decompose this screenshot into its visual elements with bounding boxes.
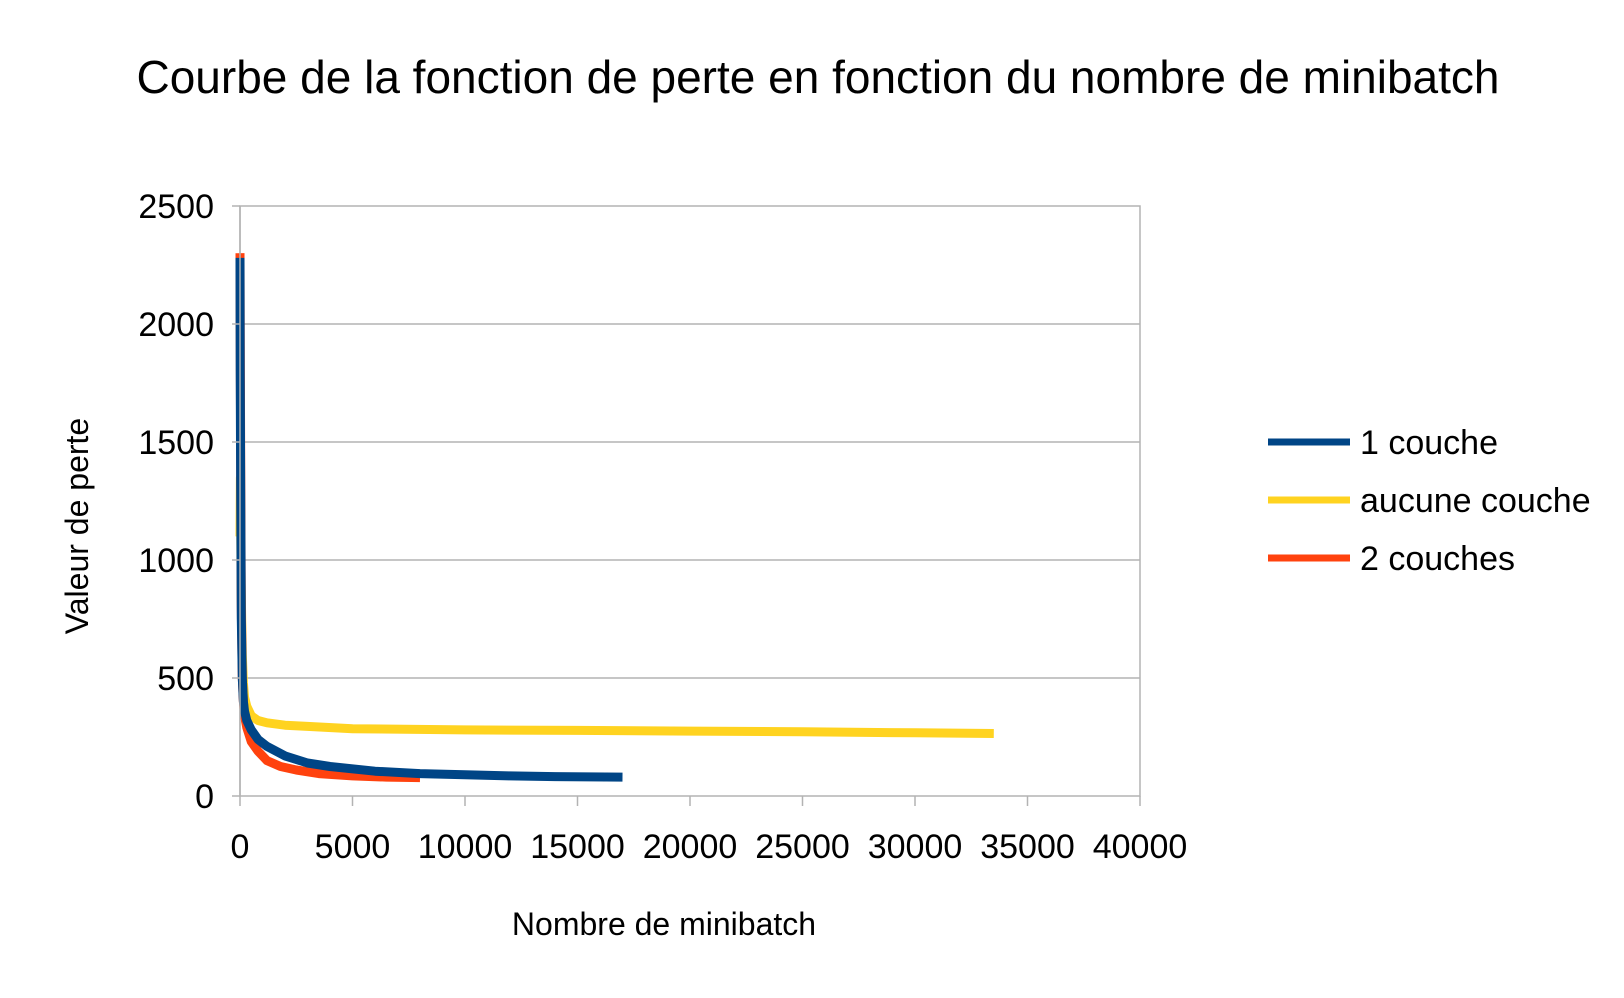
x-tick-label-35000: 35000	[980, 828, 1075, 866]
x-tick-label-15000: 15000	[530, 828, 625, 866]
plot-area	[235, 205, 1141, 797]
y-tick-label-500: 500	[157, 660, 214, 698]
series-line-1-couche	[235, 257, 623, 782]
y-axis-label: Valeur de perte	[59, 418, 95, 634]
legend-label-2-couches: 2 couches	[1360, 540, 1515, 578]
y-tick-label-2500: 2500	[138, 188, 214, 226]
plot-frame	[239, 205, 1141, 797]
x-tick-label-25000: 25000	[755, 828, 850, 866]
chart-title: Courbe de la fonction de perte en foncti…	[137, 51, 1500, 103]
series-lines	[235, 253, 994, 783]
legend-label-1-couche: 1 couche	[1360, 424, 1498, 462]
x-tick-label-0: 0	[231, 828, 250, 866]
y-tick-label-1500: 1500	[138, 424, 214, 462]
legend: 1 couche aucune couche 2 couches	[1268, 424, 1591, 578]
series-line-2-couches	[235, 253, 421, 783]
legend-label-aucune-couche: aucune couche	[1360, 482, 1591, 520]
y-tick-label-1000: 1000	[138, 542, 214, 580]
x-tick-label-30000: 30000	[868, 828, 963, 866]
y-tick-label-2000: 2000	[138, 306, 214, 344]
y-tick-label-0: 0	[195, 778, 214, 816]
x-tick-label-10000: 10000	[418, 828, 513, 866]
x-axis-ticks: 0 5000 10000 15000 20000 25000 30000 35000 40000	[231, 796, 1188, 866]
x-tick-label-40000: 40000	[1093, 828, 1188, 866]
x-axis-label: Nombre de minibatch	[512, 906, 816, 942]
y-axis-ticks: 0 500 1000 1500 2000 2500	[138, 188, 240, 816]
x-tick-label-5000: 5000	[315, 828, 391, 866]
x-tick-label-20000: 20000	[643, 828, 738, 866]
series-line-aucune-couche	[235, 472, 994, 738]
grid-lines	[240, 323, 1140, 679]
